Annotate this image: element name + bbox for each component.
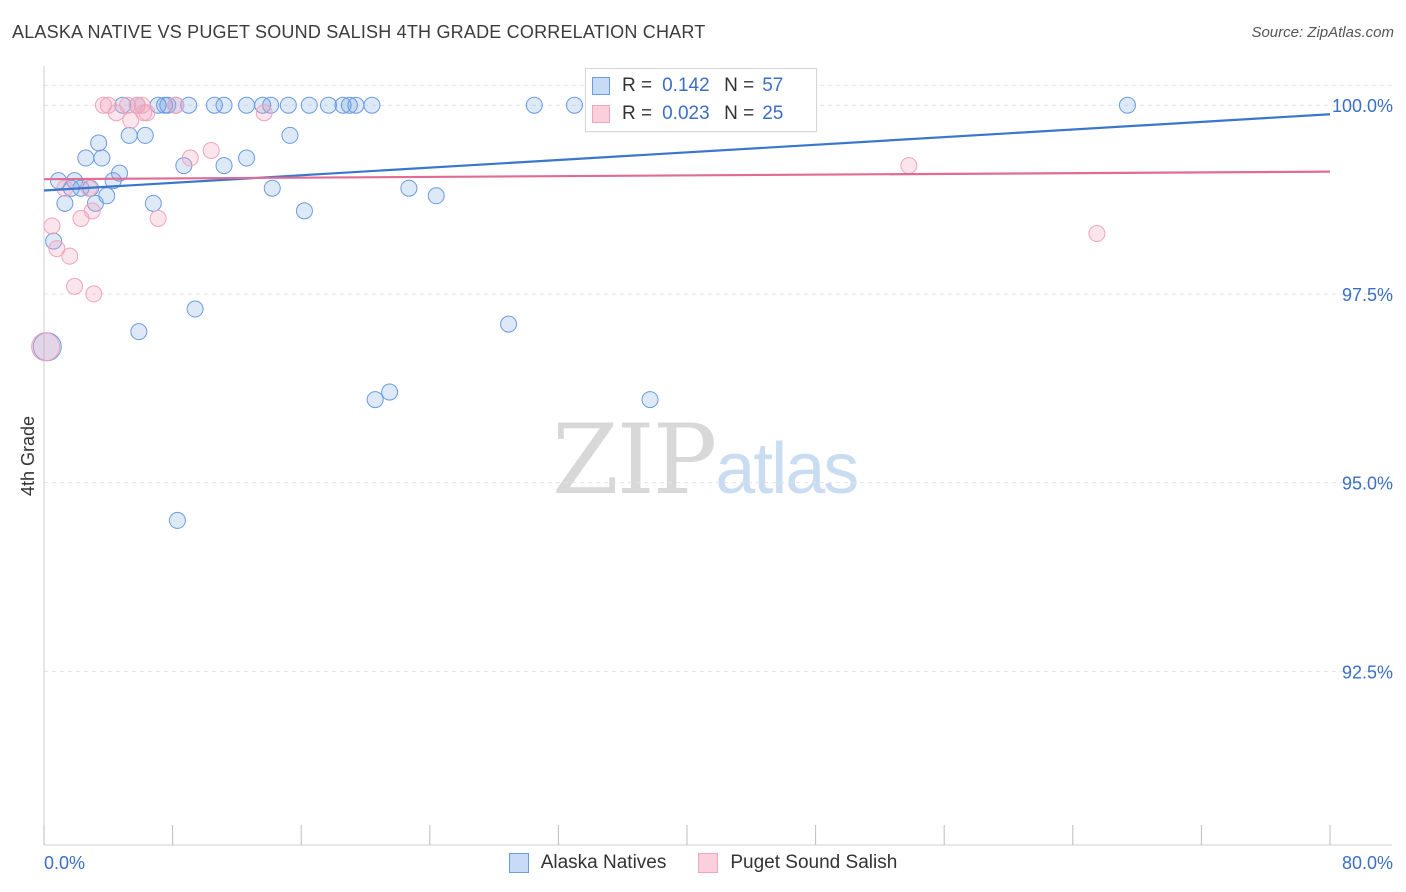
puget-sound-salish-point	[138, 104, 156, 122]
legend-n-label: N =	[724, 103, 755, 124]
alaska-natives-point	[525, 96, 543, 114]
alaska-natives-point	[205, 96, 223, 114]
series-legend-label: Puget Sound Salish	[730, 852, 898, 873]
puget-sound-salish-point	[181, 149, 199, 167]
alaska-natives-point	[215, 96, 233, 114]
alaska-natives-point	[168, 511, 186, 529]
alaska-natives-point	[279, 96, 297, 114]
chart-source: Source: ZipAtlas.com	[1251, 24, 1394, 41]
alaska-natives-point	[334, 96, 352, 114]
alaska-natives-point	[400, 179, 418, 197]
puget-sound-salish-point	[31, 332, 61, 362]
watermark-atlas: atlas	[715, 429, 859, 509]
y-tick-label: 92.5%	[1342, 662, 1393, 682]
correlation-legend: R = 0.142 N = 57 R = 0.023 N = 25	[585, 68, 817, 132]
puget-sound-salish-point	[149, 209, 167, 227]
series-legend-item-puget-sound-salish: Puget Sound Salish	[698, 852, 897, 874]
puget-sound-salish-point	[255, 104, 273, 122]
legend-swatch-pink	[592, 105, 610, 123]
alaska-natives-point	[320, 96, 338, 114]
puget-sound-salish-point	[85, 285, 103, 303]
puget-sound-salish-point	[1088, 225, 1106, 243]
series-swatch-pink	[698, 853, 719, 873]
alaska-natives-point	[120, 126, 138, 144]
alaska-natives-point	[363, 96, 381, 114]
alaska-natives-point	[93, 149, 111, 167]
alaska-natives-point	[180, 96, 198, 114]
alaska-natives-point	[186, 300, 204, 318]
series-legend-label: Alaska Natives	[540, 852, 667, 873]
alaska-natives-point	[381, 383, 399, 401]
x-tick-label: 0.0%	[44, 853, 85, 873]
alaska-natives-point	[263, 179, 281, 197]
watermark: ZIPatlas	[552, 404, 859, 516]
alaska-natives-point	[136, 126, 154, 144]
legend-row-puget-sound-salish: R = 0.023 N = 25	[586, 101, 783, 127]
puget-sound-salish-point	[202, 141, 220, 159]
alaska-natives-point	[238, 149, 256, 167]
alaska-natives-point	[130, 323, 148, 341]
alaska-natives-point	[565, 96, 583, 114]
alaska-natives-point	[281, 126, 299, 144]
watermark-zip: ZIP	[552, 404, 717, 516]
y-axis-label: 4th Grade	[18, 416, 38, 496]
x-tick-label: 80.0%	[1342, 853, 1393, 873]
y-tick-label: 95.0%	[1342, 474, 1393, 494]
y-tick-label: 100.0%	[1332, 96, 1393, 116]
legend-n-value: 25	[762, 103, 784, 124]
alaska-natives-point	[641, 391, 659, 409]
alaska-natives-point	[366, 391, 384, 409]
alaska-natives-point	[295, 202, 313, 220]
puget-sound-salish-point	[61, 247, 79, 265]
series-legend-item-alaska-natives: Alaska Natives	[508, 852, 667, 874]
alaska-natives-point	[347, 96, 365, 114]
alaska-natives-point	[215, 157, 233, 175]
alaska-natives-point	[500, 315, 518, 333]
legend-n-value: 57	[762, 75, 784, 96]
alaska-natives-point	[427, 187, 445, 205]
alaska-natives-point	[144, 194, 162, 212]
legend-r-label: R =	[622, 103, 653, 124]
puget-sound-salish-point	[167, 96, 185, 114]
legend-swatch-blue	[592, 77, 610, 95]
puget-sound-salish-point	[66, 277, 84, 295]
puget-sound-salish-point	[122, 111, 140, 129]
legend-r-label: R =	[622, 75, 653, 96]
puget-sound-salish-point	[94, 96, 112, 114]
legend-r-value: 0.142	[662, 75, 710, 96]
series-legend: Alaska Natives Puget Sound Salish	[0, 852, 1406, 874]
alaska-natives-point	[104, 172, 122, 190]
puget-sound-salish-point	[83, 202, 101, 220]
alaska-natives-point	[238, 96, 256, 114]
alaska-natives-point	[1118, 96, 1136, 114]
puget-sound-salish-trend-line	[43, 170, 1331, 181]
legend-r-value: 0.023	[662, 103, 710, 124]
alaska-natives-point	[340, 96, 358, 114]
alaska-natives-point	[300, 96, 318, 114]
puget-sound-salish-point	[48, 240, 66, 258]
alaska-natives-point	[98, 187, 116, 205]
legend-n-label: N =	[724, 75, 755, 96]
legend-row-alaska-natives: R = 0.142 N = 57	[586, 73, 783, 99]
puget-sound-salish-point	[900, 157, 918, 175]
series-swatch-blue	[508, 853, 529, 873]
y-tick-label: 97.5%	[1342, 285, 1393, 305]
alaska-natives-point	[77, 149, 95, 167]
alaska-natives-point	[56, 194, 74, 212]
alaska-natives-point	[90, 134, 108, 152]
puget-sound-salish-point	[43, 217, 61, 235]
chart-title: ALASKA NATIVE VS PUGET SOUND SALISH 4TH …	[12, 22, 706, 42]
